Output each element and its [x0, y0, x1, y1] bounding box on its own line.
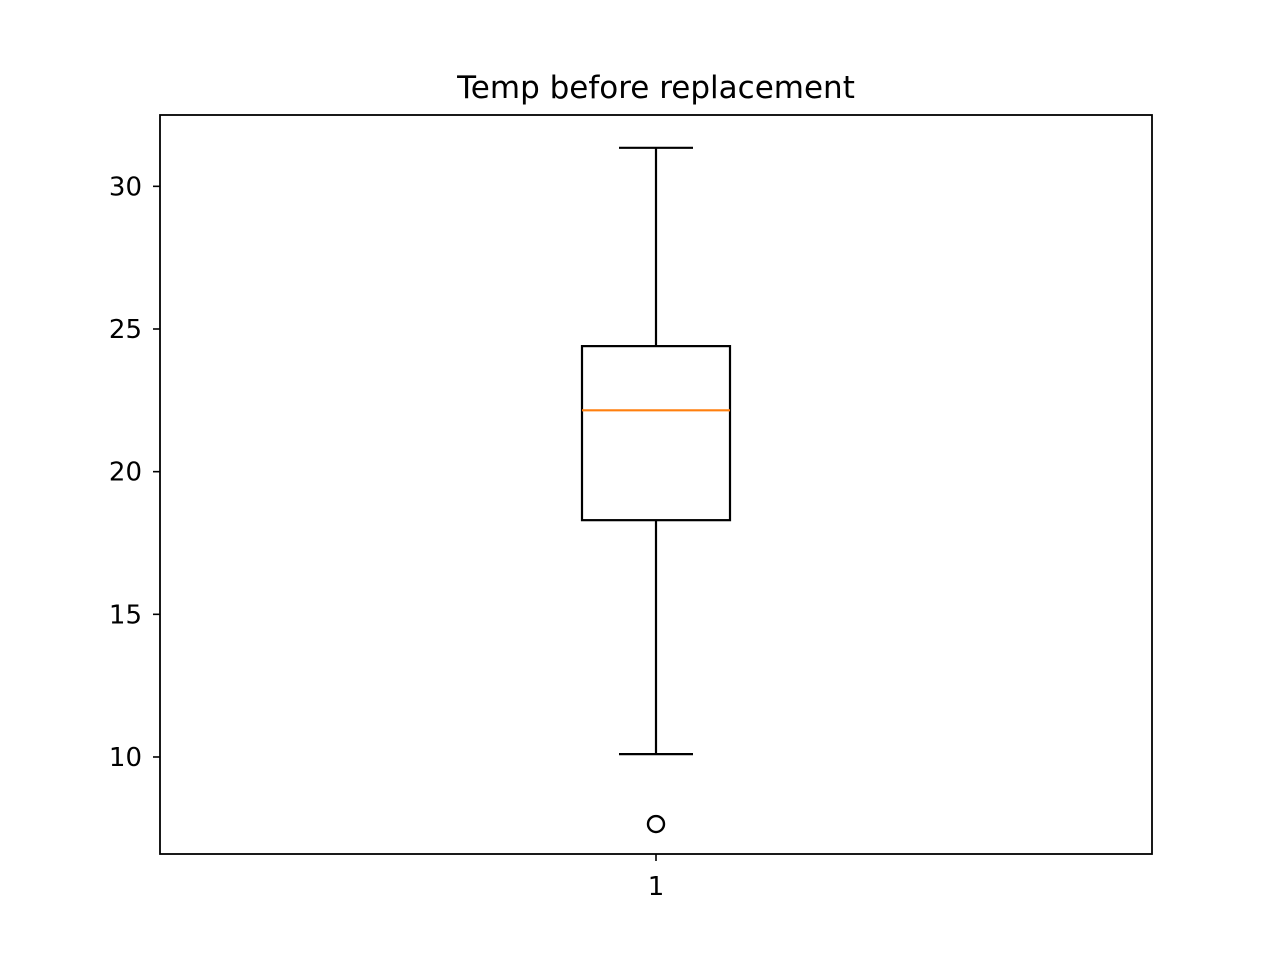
- y-tick-label: 25: [109, 315, 142, 345]
- plot-area: 10 15 20 25 30 1: [109, 114, 1153, 902]
- iqr-box: [580, 345, 732, 522]
- chart-title: Temp before replacement: [456, 70, 855, 106]
- x-tick-label: 1: [648, 872, 665, 902]
- outlier-point: [646, 814, 666, 834]
- plot-frame: [159, 114, 1153, 855]
- y-tick-label: 10: [109, 743, 142, 773]
- y-tick-label: 15: [109, 600, 142, 630]
- y-tick-label: 20: [109, 458, 142, 488]
- y-tick-label: 30: [109, 172, 142, 202]
